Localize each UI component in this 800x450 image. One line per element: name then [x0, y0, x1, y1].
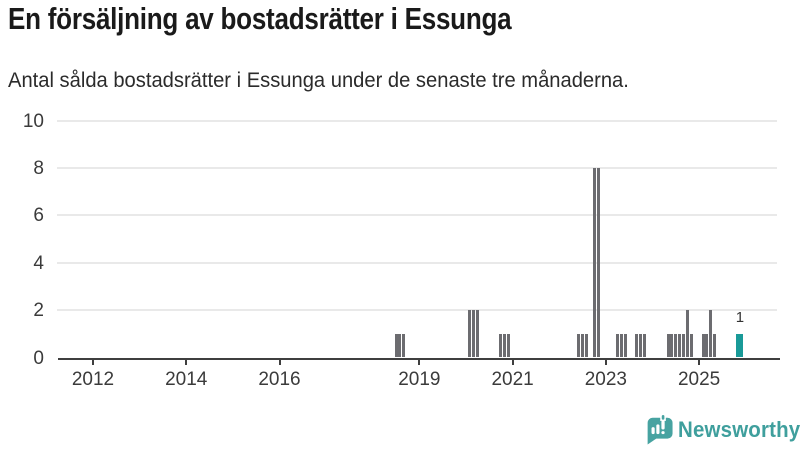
x-axis-line	[58, 357, 780, 361]
x-axis-tick	[698, 360, 701, 366]
bar	[685, 310, 689, 358]
bar	[705, 333, 709, 358]
gridline	[57, 166, 777, 169]
bar	[596, 167, 600, 358]
bar	[682, 333, 686, 358]
bar	[674, 333, 678, 358]
bar	[476, 310, 480, 358]
bar	[472, 310, 476, 358]
bar	[666, 333, 670, 358]
bar-chart-plot: 0 2 4 6 8 10 1 2012 2014 2016 2019 2021 2023 2025	[22, 110, 780, 390]
y-axis-label: 2	[33, 300, 44, 322]
y-axis-label: 10	[22, 110, 44, 132]
bar	[499, 333, 503, 358]
x-axis-label: 2019	[398, 369, 441, 390]
x-axis-tick	[92, 360, 94, 366]
x-axis-tick	[418, 360, 421, 366]
bar	[619, 333, 623, 358]
newsworthy-speech-bubble-chart-icon	[647, 414, 673, 444]
bar	[643, 333, 647, 358]
x-axis-label: 2014	[165, 369, 208, 390]
bar	[639, 333, 643, 358]
bar	[689, 333, 693, 358]
chart-subtitle: Antal sålda bostadsrätter i Essunga unde…	[8, 69, 629, 92]
bar	[678, 333, 682, 358]
bar	[468, 310, 472, 358]
bar	[616, 333, 620, 358]
bar	[581, 333, 585, 358]
x-axis-tick	[511, 360, 514, 366]
bar	[394, 333, 398, 358]
bar	[402, 333, 406, 358]
bar	[701, 333, 705, 358]
bar	[592, 167, 596, 358]
y-axis-label: 0	[33, 347, 44, 369]
newsworthy-wordmark: Newsworthy	[678, 416, 800, 442]
bar-value-label: 1	[735, 308, 745, 326]
bar	[584, 333, 588, 358]
x-axis-tick	[604, 360, 607, 366]
gridline	[57, 261, 777, 264]
gridline	[57, 119, 777, 122]
x-axis-label: 2025	[677, 369, 721, 390]
bar	[503, 333, 507, 358]
bar	[398, 333, 402, 358]
x-axis-label: 2016	[258, 369, 301, 390]
y-axis-label: 8	[33, 157, 44, 179]
gridline	[57, 309, 777, 312]
chart-title: En försäljning av bostadsrätter i Essung…	[8, 1, 512, 36]
x-axis-label: 2012	[71, 369, 115, 390]
highlighted-bar	[736, 333, 744, 358]
bar	[577, 333, 581, 358]
bar	[709, 310, 713, 358]
x-axis-label: 2021	[491, 369, 534, 390]
bar	[507, 333, 511, 358]
x-axis-tick	[278, 360, 281, 366]
newsworthy-logo[interactable]: Newsworthy	[644, 413, 800, 446]
bar	[635, 333, 639, 358]
bar	[713, 333, 717, 358]
x-axis-tick	[185, 360, 188, 366]
x-axis-label: 2023	[584, 369, 628, 390]
y-axis-label: 4	[33, 252, 44, 274]
bar	[670, 333, 674, 358]
bar	[623, 333, 627, 358]
y-axis-label: 6	[33, 205, 44, 227]
gridline	[57, 214, 777, 217]
